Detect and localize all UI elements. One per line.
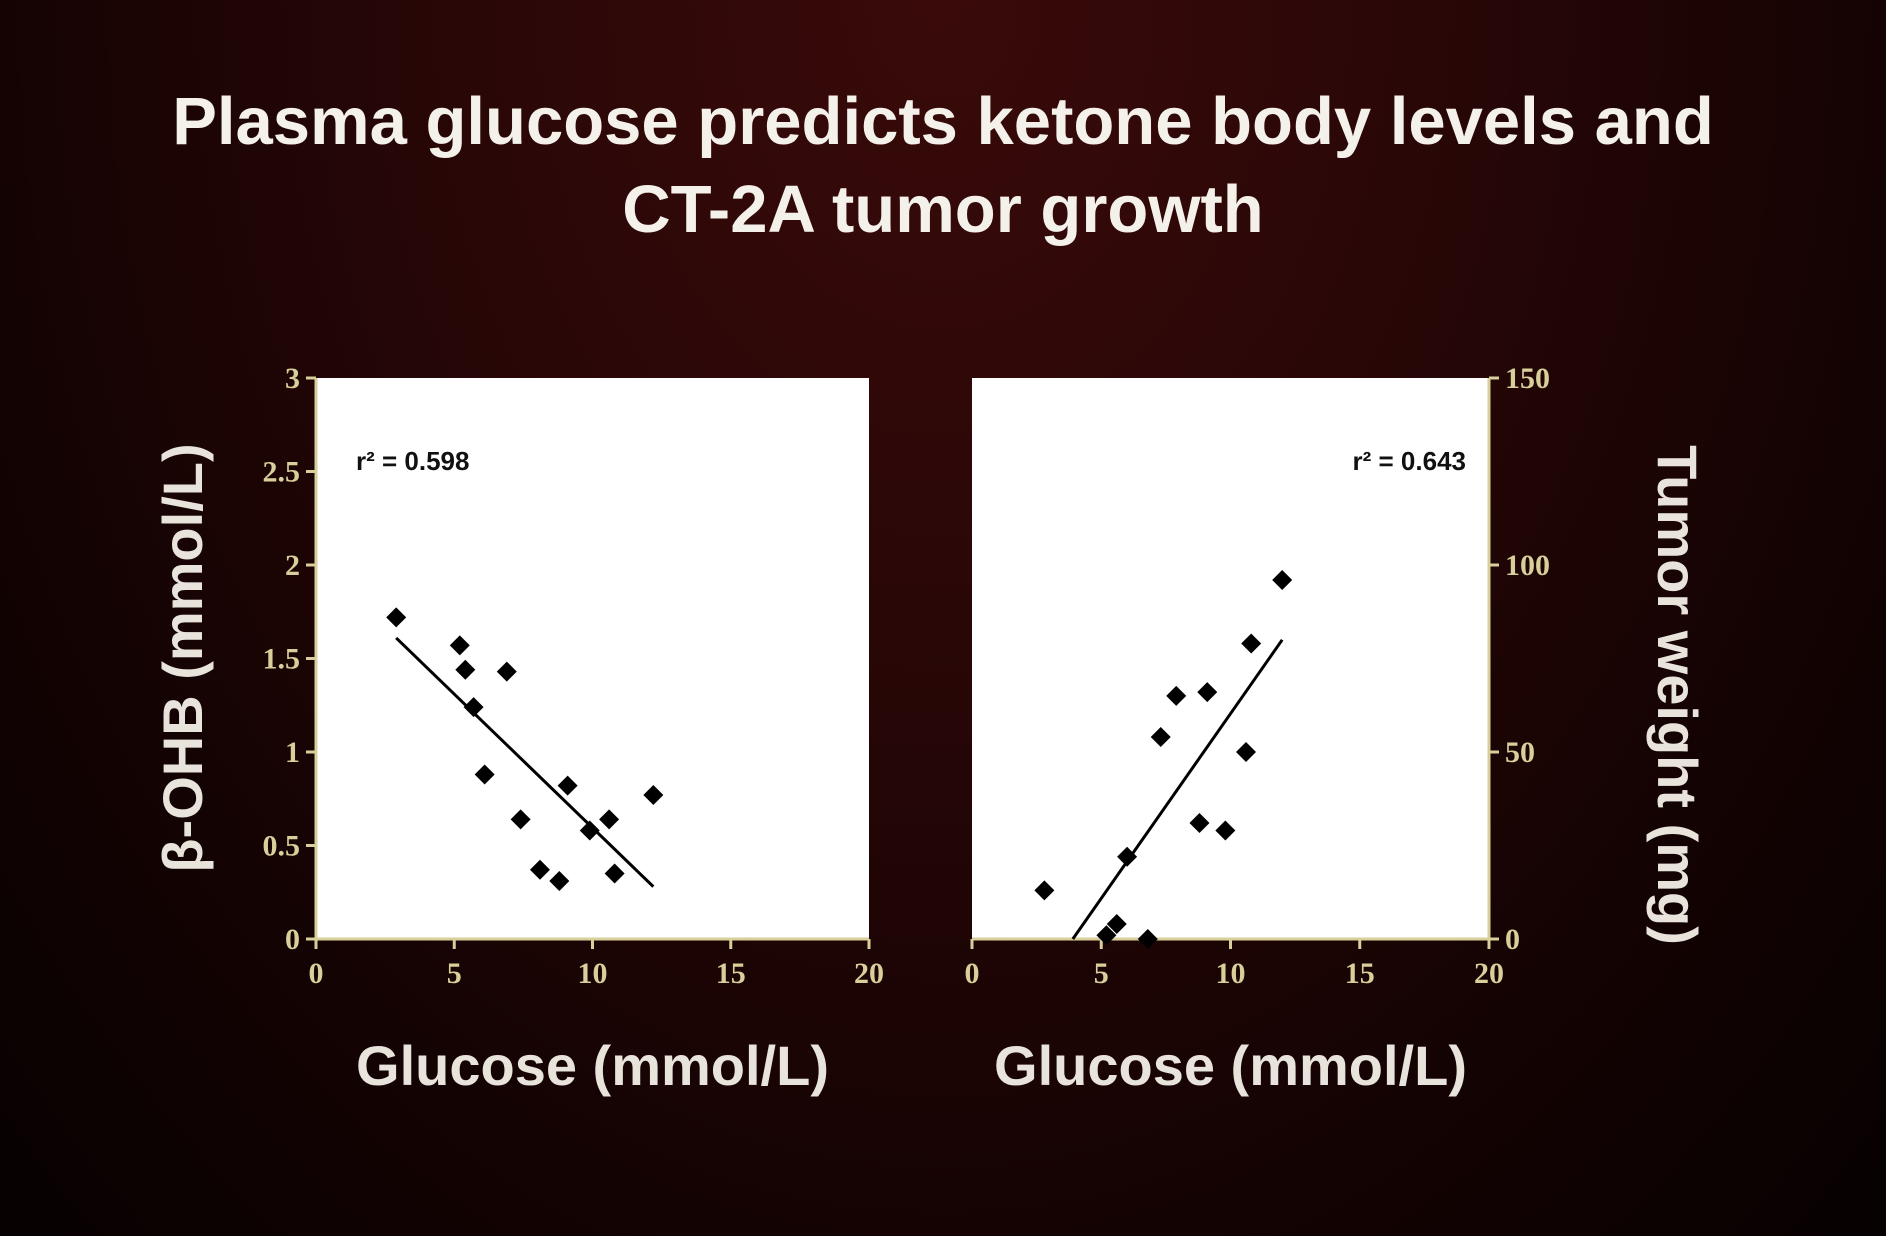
data-point [643, 785, 664, 806]
plot-area [972, 378, 1489, 939]
x-tick-label: 5 [1094, 957, 1109, 990]
x-tick-label: 15 [1345, 957, 1375, 990]
x-tick-label: 0 [965, 957, 980, 990]
y-tick-label: 2.5 [263, 456, 301, 489]
x-axis-label: Glucose (mmol/L) [994, 1034, 1467, 1097]
y-tick-label: 0 [285, 923, 300, 956]
regression-line [1071, 638, 1284, 940]
data-point [1034, 880, 1055, 901]
data-point [579, 820, 600, 841]
data-point [529, 859, 550, 880]
r-squared-annotation: r² = 0.598 [356, 446, 469, 476]
x-tick-label: 10 [578, 957, 608, 990]
data-point [1197, 682, 1218, 703]
x-tick-label: 10 [1216, 957, 1246, 990]
data-point [449, 635, 470, 656]
y-tick-label: 0.5 [263, 830, 301, 863]
x-tick-label: 20 [1474, 957, 1504, 990]
data-point [1189, 813, 1210, 834]
data-point [1272, 569, 1293, 590]
y-tick-label: 1.5 [263, 643, 301, 676]
x-axis-label: Glucose (mmol/L) [356, 1034, 829, 1097]
data-point [1166, 685, 1187, 706]
y-tick-label: 50 [1505, 736, 1535, 769]
r-squared-annotation: r² = 0.643 [1353, 446, 1466, 476]
x-tick-label: 5 [447, 957, 462, 990]
data-point [474, 764, 495, 785]
data-point [604, 863, 625, 884]
data-point [1096, 925, 1117, 946]
data-point [557, 775, 578, 796]
data-point [1236, 742, 1257, 762]
y-tick-label: 150 [1505, 362, 1550, 395]
x-tick-label: 20 [854, 957, 884, 990]
data-point [549, 871, 570, 892]
y-tick-label: 0 [1505, 923, 1520, 956]
regression-line [395, 636, 655, 888]
slide-title-line-1: Plasma glucose predicts ketone body leve… [172, 84, 1714, 159]
y-tick-label: 2 [285, 549, 300, 582]
y-axis-label: β-OHB (mmol/L) [151, 443, 214, 872]
data-point [1117, 846, 1138, 867]
plot-area [316, 378, 869, 939]
data-point [510, 809, 531, 830]
data-point [1241, 633, 1262, 654]
y-tick-label: 3 [285, 362, 300, 395]
slide-title-line-2: CT-2A tumor growth [622, 172, 1264, 247]
x-tick-label: 15 [716, 957, 746, 990]
data-point [1106, 914, 1127, 935]
x-tick-label: 0 [309, 957, 324, 990]
chart-bohb-vs-glucose: 0 5 10 15 20 0 0.5 1 1.5 2 2.5 3 Glucose (mmol/L) β-O… [151, 362, 884, 1097]
y-axis-label: Tumor weight (mg) [1646, 445, 1709, 945]
data-point [1215, 820, 1236, 841]
data-point [1137, 929, 1158, 949]
data-point [455, 659, 476, 680]
slide-title: Plasma glucose predicts ketone body leve… [0, 78, 1886, 254]
data-point [386, 607, 407, 628]
data-point [1150, 727, 1171, 748]
y-tick-label: 100 [1505, 549, 1550, 582]
y-tick-label: 1 [285, 736, 300, 769]
data-point [463, 697, 484, 718]
data-point [599, 809, 620, 830]
data-point [496, 661, 517, 682]
